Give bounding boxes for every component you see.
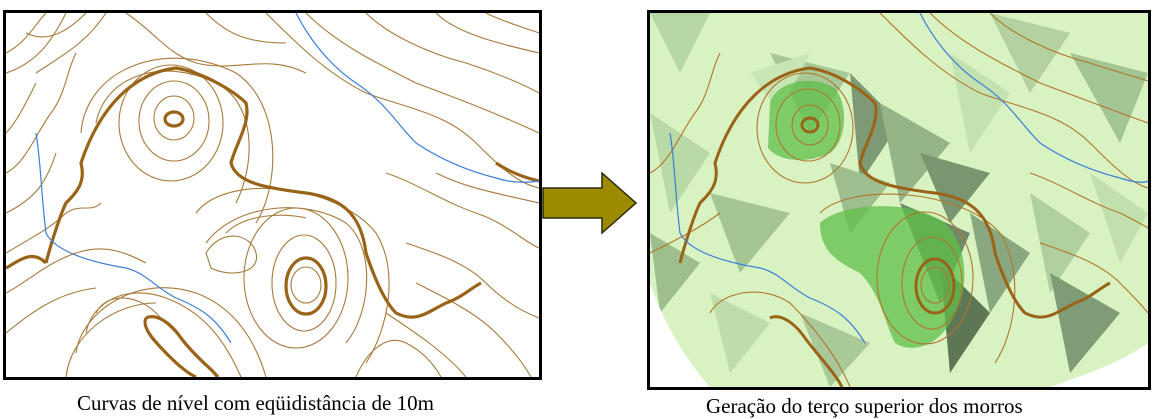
- index-contours: [6, 66, 539, 377]
- hilltop-map-panel: [647, 10, 1151, 390]
- right-panel-caption: Geração do terço superior dos morros: [706, 394, 1023, 418]
- shaded-terrain: [650, 13, 1148, 387]
- left-panel-caption: Curvas de nível com eqüidistância de 10m: [77, 391, 434, 415]
- contour-lines: [6, 13, 539, 377]
- hilltop-map: [650, 13, 1148, 387]
- contour-map: [6, 13, 539, 377]
- right-arrow-icon: [542, 171, 638, 235]
- contour-map-panel: [3, 10, 542, 380]
- stream-lines: [35, 13, 539, 344]
